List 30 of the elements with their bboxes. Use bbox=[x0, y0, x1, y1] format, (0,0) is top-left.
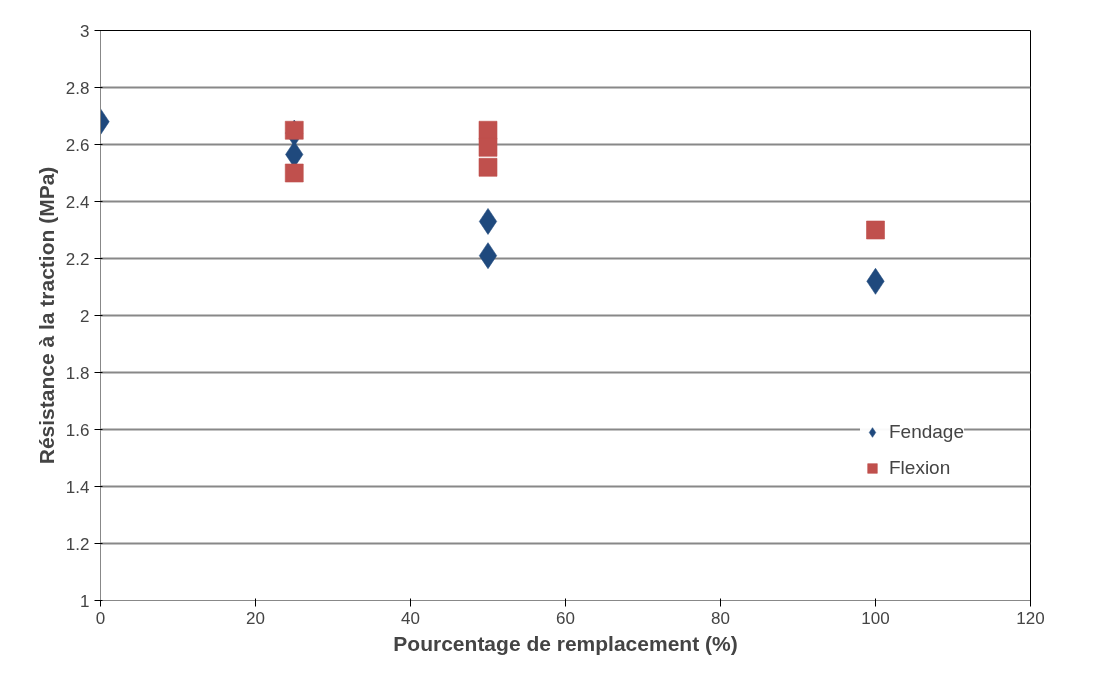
x-tick-label: 40 bbox=[401, 608, 420, 628]
point bbox=[284, 120, 304, 140]
y-tick-label: 2.2 bbox=[65, 249, 90, 269]
point bbox=[478, 242, 498, 270]
point bbox=[478, 207, 498, 235]
y-tick-label: 1.6 bbox=[65, 420, 90, 440]
x-tick-label: 120 bbox=[1016, 608, 1045, 628]
point bbox=[284, 163, 304, 183]
x-tick-label: 100 bbox=[861, 608, 890, 628]
y-tick-label: 1.8 bbox=[65, 363, 90, 383]
y-tick-label: 2.4 bbox=[65, 192, 90, 212]
point bbox=[866, 220, 885, 240]
x-tick-label: 80 bbox=[711, 608, 730, 628]
y-tick-label: 1.4 bbox=[65, 477, 90, 497]
x-tick-label: 0 bbox=[95, 608, 106, 628]
legend-label: Flexion bbox=[889, 457, 951, 479]
y-tick-label: 2.8 bbox=[65, 78, 90, 98]
y-tick-label: 3 bbox=[80, 21, 90, 41]
x-axis-title: Pourcentage de remplacement (%) bbox=[393, 631, 738, 655]
legend-label: Fendage bbox=[889, 421, 965, 443]
point bbox=[478, 157, 498, 177]
point bbox=[478, 137, 498, 157]
y-tick-label: 2 bbox=[80, 306, 90, 326]
y-tick-label: 1.2 bbox=[65, 534, 90, 554]
x-tick-label: 20 bbox=[246, 608, 265, 628]
y-tick-label: 1 bbox=[80, 591, 90, 611]
y-tick-label: 2.6 bbox=[65, 135, 90, 155]
x-tick-label: 60 bbox=[556, 608, 575, 628]
y-axis-title: Résistance à la traction (MPa) bbox=[34, 166, 58, 465]
point bbox=[478, 120, 498, 140]
